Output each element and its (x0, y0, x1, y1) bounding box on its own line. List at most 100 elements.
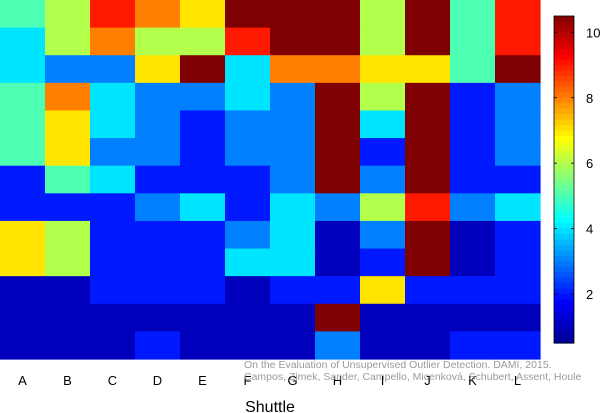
heatmap-cell (0, 193, 46, 222)
heatmap-cell (135, 331, 181, 360)
heatmap-cell (450, 276, 496, 305)
heatmap-cell (135, 165, 181, 194)
colorbar-segment (554, 125, 574, 132)
credit-line-2: Campos, Zimek, Sander, Campello, Micenko… (244, 371, 582, 383)
heatmap-cell (135, 55, 181, 84)
heatmap-cell (270, 193, 316, 222)
heatmap-cell (405, 248, 451, 277)
heatmap-cell (180, 27, 226, 56)
heatmap-cell (270, 82, 316, 112)
colorbar-segment (554, 217, 574, 224)
heatmap-cell (495, 248, 541, 277)
heatmap-cell (45, 165, 91, 194)
heatmap-cell (270, 27, 316, 56)
x-axis-ticks: A B C D E F G H I J K L (18, 373, 521, 388)
colorbar-segment (554, 261, 574, 268)
colorbar-segment (554, 48, 574, 55)
colorbar-segment (554, 283, 574, 290)
heatmap-cell (135, 248, 181, 277)
heatmap-cell (450, 303, 496, 332)
heatmap-cell (315, 303, 361, 332)
heatmap-cell (315, 138, 361, 167)
heatmap-cell (315, 276, 361, 305)
colorbar-segment (554, 321, 574, 328)
heatmap-cell (90, 138, 136, 167)
x-tick-label: D (153, 373, 162, 388)
heatmap-cell (405, 220, 451, 250)
heatmap-cell (180, 110, 226, 139)
colorbar-segment (554, 255, 574, 262)
heatmap-cell (225, 27, 271, 56)
heatmap-cell (360, 220, 406, 250)
colorbar-segment (554, 43, 574, 50)
heatmap-cell (180, 55, 226, 84)
heatmap-cell (270, 165, 316, 194)
colorbar-segment (554, 212, 574, 219)
heatmap-cell (225, 303, 271, 332)
colorbar-segment (554, 32, 574, 39)
colorbar-segment (554, 206, 574, 213)
colorbar-segment (554, 310, 574, 317)
heatmap-cell (135, 138, 181, 167)
heatmap-cell (0, 55, 46, 84)
colorbar-segment (554, 174, 574, 181)
heatmap-cell (45, 138, 91, 167)
colorbar-segment (554, 326, 574, 333)
heatmap-cell (0, 138, 46, 167)
colorbar-segment (554, 59, 574, 66)
heatmap-cell (180, 248, 226, 277)
heatmap-cell (315, 220, 361, 250)
heatmap-cell (405, 55, 451, 84)
heatmap-cell (405, 276, 451, 305)
colorbar-segment (554, 201, 574, 208)
x-tick-label: F (244, 373, 252, 388)
colorbar-segment (554, 135, 574, 142)
colorbar-segment (554, 272, 574, 279)
heatmap-cell (135, 82, 181, 112)
credit-line-1: On the Evaluation of Unsupervised Outlie… (244, 359, 552, 371)
heatmap-cell (180, 0, 226, 29)
colorbar-segment (554, 26, 574, 33)
x-tick-label: G (287, 373, 297, 388)
colorbar-segment (554, 304, 574, 311)
heatmap-cell (225, 276, 271, 305)
heatmap-cell (45, 331, 91, 360)
heatmap-cell (360, 303, 406, 332)
heatmap-cell (405, 82, 451, 112)
colorbar-segment (554, 86, 574, 93)
colorbar-segment (554, 92, 574, 99)
heatmap-cell (450, 82, 496, 112)
x-tick-label: K (468, 373, 477, 388)
heatmap-cell (450, 55, 496, 84)
credit-text: On the Evaluation of Unsupervised Outlie… (244, 359, 604, 383)
heatmap-cell (450, 331, 496, 360)
heatmap-cell (0, 276, 46, 305)
heatmap-cell (450, 220, 496, 250)
colorbar-segment (554, 332, 574, 339)
heatmap-cell (90, 331, 136, 360)
heatmap-cell (495, 193, 541, 222)
colorbar-segment (554, 190, 574, 197)
heatmap-cell (360, 248, 406, 277)
colorbar-segment (554, 141, 574, 148)
heatmap-cell (135, 220, 181, 250)
heatmap-cell (225, 55, 271, 84)
heatmap-cell (225, 220, 271, 250)
colorbar-segment (554, 184, 574, 191)
heatmap-cell (270, 0, 316, 29)
heatmap-cell (495, 165, 541, 194)
x-tick-label: H (333, 373, 342, 388)
heatmap-cell (90, 303, 136, 332)
heatmap-cell (270, 220, 316, 250)
heatmap-cell (270, 331, 316, 360)
heatmap-cell (225, 193, 271, 222)
heatmap-cell (90, 110, 136, 139)
colorbar-segment (554, 179, 574, 186)
heatmap-cell (360, 55, 406, 84)
colorbar-segment (554, 108, 574, 115)
heatmap-cell (405, 303, 451, 332)
heatmap-cell (180, 331, 226, 360)
heatmap-cell (180, 220, 226, 250)
heatmap-cell (405, 331, 451, 360)
colorbar-segment (554, 244, 574, 251)
